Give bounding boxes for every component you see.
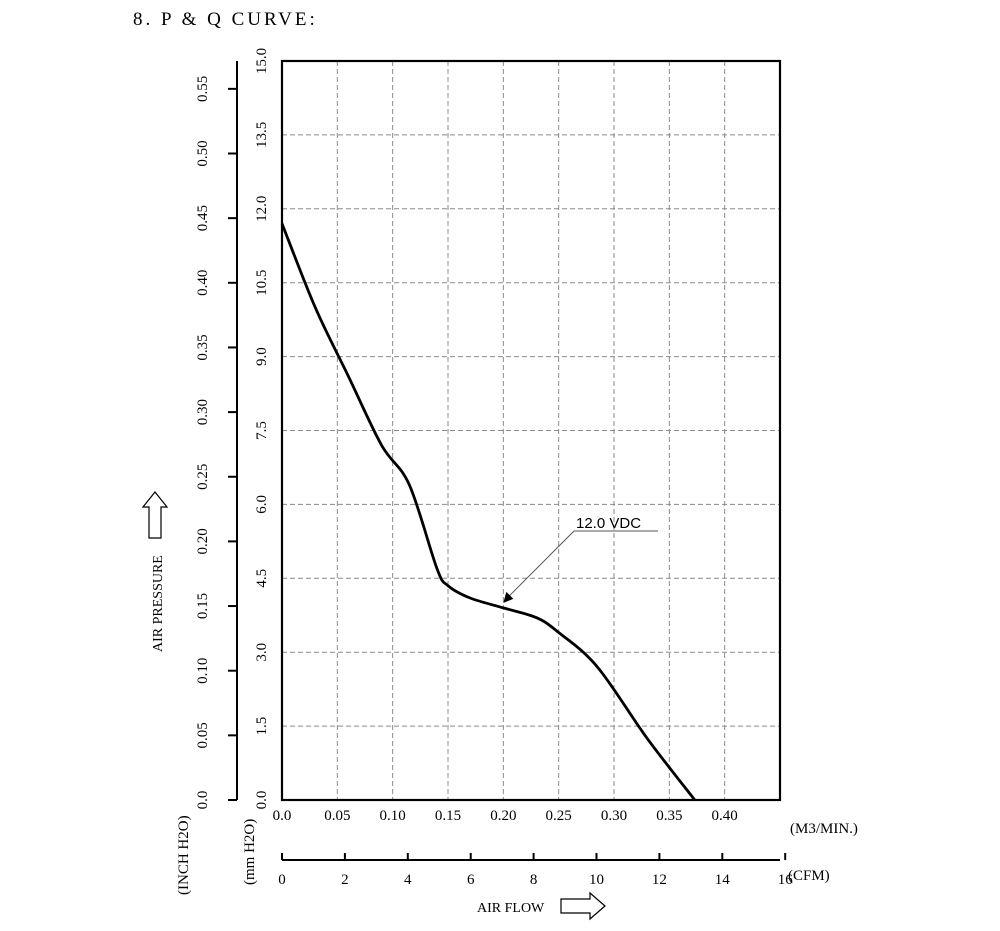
annotation-arrowhead (503, 591, 514, 603)
x-tick-m3: 0.15 (435, 808, 461, 824)
y-tick-mm: 3.0 (254, 643, 270, 662)
x-tick-cfm: 8 (530, 872, 538, 888)
y-tick-inch: 0.40 (195, 270, 211, 296)
y-tick-mm: 9.0 (254, 347, 270, 366)
y-unit-mm-label: (mm H2O) (242, 819, 258, 885)
x-tick-m3: 0.30 (601, 808, 627, 824)
y-unit-mm: (mm H2O) (242, 819, 258, 885)
x-axis-title: AIR FLOW (477, 901, 545, 916)
y-tick-inch: 0.0 (195, 791, 211, 810)
x-tick-m3: 0.10 (380, 808, 406, 824)
y-tick-mm: 0.0 (254, 791, 270, 810)
y-tick-mm: 1.5 (254, 717, 270, 736)
x-tick-m3: 0.25 (546, 808, 572, 824)
inch-h2o-axis: 0.0 0.05 0.10 0.15 0.20 0.25 0.30 0.35 0.40 0.45 0… (195, 61, 238, 810)
y-tick-mm: 10.5 (254, 270, 270, 296)
x-tick-cfm: 10 (589, 872, 604, 888)
x-tick-m3: 0.40 (712, 808, 738, 824)
y-tick-inch: 0.55 (195, 76, 211, 102)
x-tick-cfm: 2 (341, 872, 349, 888)
y-tick-mm: 7.5 (254, 421, 270, 440)
x-tick-m3: 0.05 (324, 808, 350, 824)
y-unit-inch-label: (INCH H2O) (176, 815, 192, 895)
annotation-leader (505, 530, 575, 600)
y-tick-mm: 4.5 (254, 569, 270, 588)
x-tick-m3: 0.35 (656, 808, 682, 824)
y-tick-inch: 0.45 (195, 205, 211, 231)
series-label: 12.0 VDC (576, 515, 641, 532)
y-tick-mm: 15.0 (254, 48, 270, 74)
x-tick-cfm: 4 (404, 872, 412, 888)
y-tick-inch: 0.50 (195, 140, 211, 166)
y-tick-inch: 0.35 (195, 334, 211, 360)
x-unit-cfm: (CFM) (788, 868, 830, 884)
plot-frame (280, 59, 782, 802)
y-tick-inch: 0.20 (195, 528, 211, 554)
y-unit-inch: (INCH H2O) (176, 815, 192, 895)
chart-title: 8. P & Q CURVE: (133, 9, 318, 30)
y-tick-inch: 0.15 (195, 593, 211, 619)
x-tick-cfm: 16 (778, 872, 794, 888)
cfm-axis: 0 2 4 6 8 10 12 14 16 (278, 853, 793, 888)
x-tick-cfm: 12 (652, 872, 667, 888)
x-tick-cfm: 6 (467, 872, 475, 888)
x-tick-m3: 0.20 (490, 808, 516, 824)
y-tick-mm: 13.5 (254, 122, 270, 148)
y-tick-inch: 0.05 (195, 722, 211, 748)
x-tick-cfm: 0 (278, 872, 286, 888)
x-tick-cfm: 14 (715, 872, 731, 888)
y-axis-title: AIR PRESSURE (151, 555, 166, 652)
x-tick-m3: 0.0 (273, 808, 292, 824)
y-tick-inch: 0.25 (195, 464, 211, 490)
curve-group: 12.0 VDC (280, 223, 696, 801)
y-tick-inch: 0.30 (195, 399, 211, 425)
y-tick-mm: 12.0 (254, 196, 270, 222)
right-arrow-icon (560, 891, 606, 921)
x-unit-m3: (M3/MIN.) (790, 821, 858, 837)
y-tick-inch: 0.10 (195, 658, 211, 684)
series-12vdc-line (280, 223, 696, 801)
m3-tick-labels: 0.0 0.05 0.10 0.15 0.20 0.25 0.30 0.35 0.40 (273, 808, 738, 824)
grid: 0.0 1.5 3.0 4.5 6.0 7.5 9.0 10.5 12.0 13.5 15.0 (254, 48, 780, 810)
up-arrow-icon (141, 491, 169, 539)
y-tick-mm: 6.0 (254, 495, 270, 514)
